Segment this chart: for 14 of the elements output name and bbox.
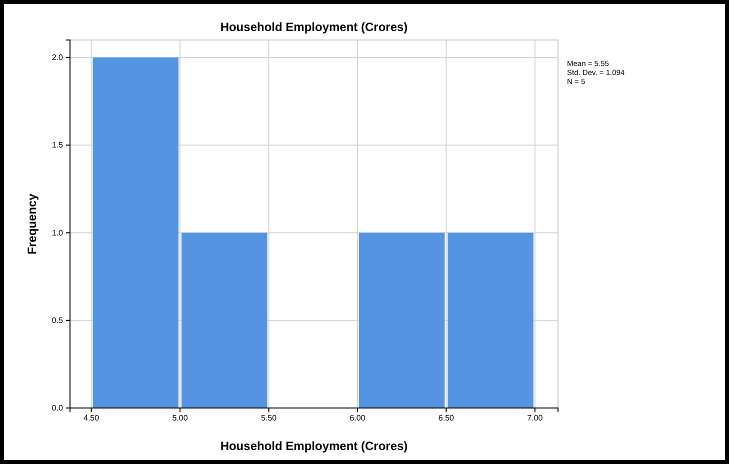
chart-title: Household Employment (Crores) [220, 20, 408, 34]
x-tick-label: 6.00 [350, 414, 366, 423]
y-tick-label: 0.5 [52, 316, 64, 325]
x-axis-title: Household Employment (Crores) [220, 439, 408, 453]
y-tick-label: 1.0 [52, 228, 64, 238]
y-axis-title: Frequency [25, 193, 39, 254]
y-tick-label: 2.0 [52, 53, 64, 62]
y-tick-label: 1.5 [52, 140, 64, 150]
x-tick-label: 7.00 [527, 414, 544, 423]
x-tick-label: 6.50 [438, 414, 455, 423]
x-tick-label: 5.50 [260, 414, 278, 423]
y-tick-label: 0.0 [52, 404, 64, 413]
x-tick-label: 5.00 [172, 414, 188, 423]
x-tick-label: 4.50 [84, 414, 100, 423]
